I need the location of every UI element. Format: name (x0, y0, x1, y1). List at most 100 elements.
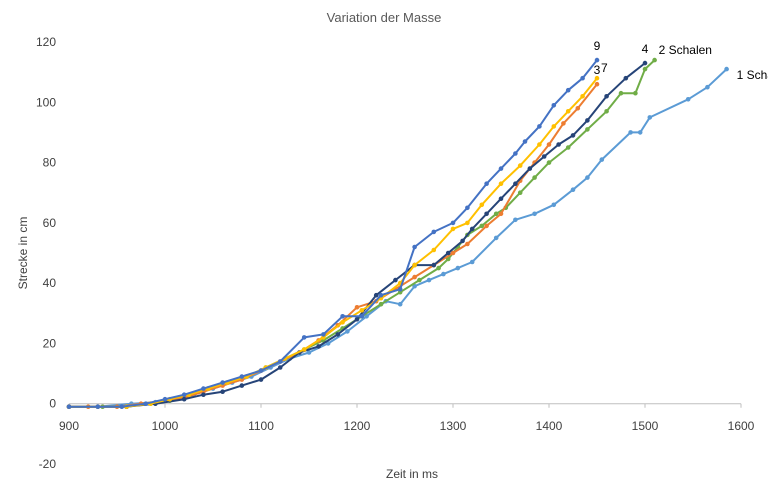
data-point (431, 229, 437, 235)
data-point (201, 386, 206, 391)
data-point (340, 314, 345, 319)
data-point (527, 166, 533, 171)
data-point (445, 250, 451, 256)
data-point (143, 401, 149, 407)
series-7 (66, 75, 600, 410)
data-point (647, 115, 653, 120)
y-tick-label: 20 (43, 336, 57, 350)
data-point (498, 211, 504, 217)
x-tick-label: 900 (59, 419, 79, 433)
axes: 900 1000 1100 1200 1300 1400 1500 1600 -20 0 20 40 6… (36, 35, 755, 471)
data-point (277, 365, 283, 370)
series-label: 9 (594, 39, 601, 53)
x-tick-label: 1000 (152, 419, 179, 433)
data-point (465, 220, 470, 226)
data-point (575, 106, 581, 111)
data-point (412, 244, 417, 250)
data-point (479, 223, 485, 229)
data-point (426, 277, 432, 283)
data-point (498, 181, 504, 186)
data-point (66, 404, 72, 410)
data-point (604, 94, 609, 99)
data-point (637, 130, 643, 135)
data-point (551, 202, 557, 208)
data-point (378, 292, 384, 298)
series-line (69, 62, 646, 408)
data-point (316, 344, 321, 349)
data-point (561, 121, 566, 126)
x-tick-label: 1200 (344, 419, 371, 433)
data-point (335, 332, 341, 337)
data-point (585, 127, 590, 132)
data-point (469, 226, 475, 232)
series-label: 4 (642, 42, 649, 56)
data-point (220, 380, 225, 385)
data-point (493, 211, 499, 217)
data-point (580, 94, 585, 99)
data-point (551, 103, 557, 108)
series-label: 7 (601, 61, 608, 75)
data-point (594, 75, 600, 81)
series-line (69, 59, 598, 408)
series-9 (66, 57, 600, 410)
data-point (441, 271, 446, 277)
data-point (484, 181, 489, 186)
data-point (565, 145, 571, 150)
data-point (565, 87, 571, 93)
data-point (239, 383, 245, 388)
data-point (220, 389, 225, 395)
data-point (633, 90, 638, 96)
data-point (340, 320, 345, 325)
data-point (450, 250, 456, 256)
data-point (258, 377, 264, 382)
data-point (239, 374, 245, 379)
y-tick-label: 80 (43, 156, 57, 170)
series-labels: 1 Schale 2 Schalen 3 4 79 (594, 39, 768, 82)
data-point (465, 205, 470, 211)
data-point (277, 359, 283, 364)
data-point (397, 301, 403, 307)
data-point (513, 181, 518, 186)
data-point (532, 175, 537, 180)
data-point (162, 396, 168, 402)
data-point (431, 247, 437, 253)
data-point (397, 286, 403, 292)
data-point (469, 259, 475, 265)
series-line (69, 83, 598, 408)
y-axis-label: Strecke in cm (16, 217, 30, 290)
data-point (565, 109, 571, 114)
x-tick-label: 1100 (248, 419, 274, 433)
data-point (585, 118, 590, 123)
data-point (522, 139, 528, 144)
series-label: 1 Schale (737, 68, 768, 82)
data-point (306, 350, 312, 355)
data-point (378, 301, 384, 307)
data-point (618, 90, 624, 96)
data-point (517, 190, 523, 195)
x-axis-label: Zeit in ms (386, 467, 438, 481)
x-tick-label: 1500 (632, 419, 659, 433)
data-point (455, 265, 461, 271)
data-point (412, 283, 417, 289)
data-point (705, 84, 710, 90)
data-point (321, 332, 326, 337)
data-point (417, 277, 422, 283)
series-4 (66, 60, 648, 410)
data-point (412, 262, 417, 268)
data-point (373, 292, 379, 298)
y-tick-label: -20 (39, 457, 57, 471)
data-point (517, 163, 523, 168)
data-point (585, 175, 590, 180)
data-point (301, 347, 307, 352)
y-tick-label: 100 (36, 95, 56, 109)
data-point (513, 217, 518, 223)
data-point (345, 329, 350, 334)
series-line (69, 68, 728, 408)
data-point (484, 223, 489, 229)
data-point (599, 157, 605, 162)
data-point (181, 396, 187, 402)
data-point (537, 142, 542, 147)
data-point (642, 66, 648, 72)
series-line (69, 77, 598, 408)
data-point (604, 109, 609, 114)
